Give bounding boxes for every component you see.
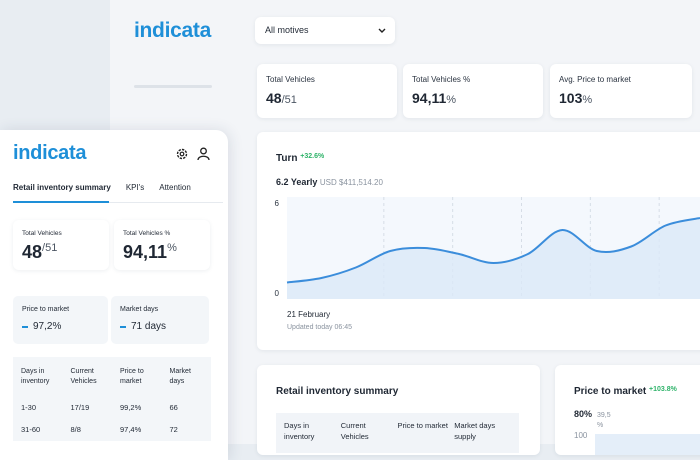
amount: USD $411,514.20 bbox=[319, 178, 383, 187]
updated: Updated today 06:45 bbox=[287, 324, 352, 331]
y-tick-label: 6 bbox=[275, 199, 280, 208]
stat-value: 97,2% bbox=[33, 321, 62, 332]
header-row: Days in inventory Current Vehicles Price t… bbox=[13, 357, 211, 397]
kpi-label: Total Vehicles % bbox=[412, 75, 471, 84]
sub-unit: % bbox=[597, 422, 604, 429]
settings-icon[interactable] bbox=[175, 147, 189, 161]
tab[interactable]: Retail inventory summary bbox=[13, 183, 111, 192]
turn-title: Turn +32.6% bbox=[276, 153, 324, 164]
kpi-card: Total Vehicles % 94,11% bbox=[403, 64, 543, 118]
tab-divider bbox=[13, 202, 223, 203]
kpi-label: Total Vehicles bbox=[22, 230, 62, 237]
stat-label: Price to market bbox=[22, 306, 70, 313]
column-header: Days in inventory bbox=[21, 368, 50, 385]
date: 21 February bbox=[287, 310, 331, 319]
kpi-label: Total Vehicles bbox=[266, 75, 315, 84]
dash bbox=[120, 326, 126, 328]
area bbox=[287, 218, 700, 299]
kpi-value: 48/51 bbox=[266, 90, 297, 106]
value: 48 bbox=[266, 90, 282, 106]
suffix: % bbox=[582, 94, 593, 106]
column-header: Days in inventory bbox=[284, 421, 315, 441]
price-axis: 100 bbox=[574, 431, 588, 440]
table-cell: 8/8 bbox=[70, 425, 81, 434]
suffix: % bbox=[446, 94, 457, 106]
kpi-value: 48/51 bbox=[22, 242, 57, 263]
stat-label: Market days bbox=[120, 306, 159, 313]
column-header: Market days bbox=[169, 368, 191, 385]
kpi-card: Total Vehicles 48/51 bbox=[13, 220, 109, 270]
table-cell: 31-60 bbox=[21, 425, 41, 434]
price-sub: 39,5% bbox=[597, 411, 611, 431]
table-cell: 72 bbox=[169, 425, 178, 434]
value: 103 bbox=[559, 90, 583, 106]
tabs: Retail inventory summary KPI's Attention bbox=[13, 183, 191, 192]
dropdown-label: All motives bbox=[265, 25, 309, 35]
table-row: 31-60 8/8 97,4% 72 bbox=[13, 419, 211, 441]
turn-chart: 06 bbox=[275, 197, 700, 299]
kpi-card: Total Vehicles % 94,11% bbox=[114, 220, 210, 270]
period: 6.2 Yearly USD $411,514.20 bbox=[276, 177, 383, 187]
mobile-app: indicata Retail inventory summary KPI's At… bbox=[0, 130, 228, 460]
logo: indicata bbox=[13, 142, 87, 164]
kpi-label: Avg. Price to market bbox=[559, 75, 631, 84]
table-cell: 66 bbox=[169, 403, 178, 412]
column-header: Current Vehicles bbox=[70, 368, 97, 385]
kpi-value: 103% bbox=[559, 90, 592, 106]
table-cell: 99,2% bbox=[120, 403, 142, 412]
value: 94,11 bbox=[123, 242, 168, 262]
kpi-card: Total Vehicles 48/51 bbox=[257, 64, 397, 118]
stat-value: 71 days bbox=[131, 321, 167, 332]
tab-indicator bbox=[13, 201, 109, 203]
title: Price to market bbox=[574, 386, 647, 397]
price-title: Price to market +103.8% bbox=[574, 386, 677, 397]
table-cell: 1-30 bbox=[21, 403, 37, 412]
column-header: Market days supply bbox=[454, 421, 496, 441]
summary-title: Retail inventory summary bbox=[276, 386, 399, 397]
price-value: 80% bbox=[574, 409, 593, 419]
logo: indicata bbox=[134, 19, 211, 42]
placeholder bbox=[134, 85, 212, 88]
dropdown[interactable]: All motives bbox=[255, 17, 395, 44]
stat-card: Market days 71 days bbox=[111, 296, 209, 344]
summary-header: Days in inventory Current Vehicles Price t… bbox=[276, 413, 519, 453]
table-cell: 17/19 bbox=[70, 403, 90, 412]
suffix: /51 bbox=[42, 242, 58, 254]
chevron bbox=[378, 28, 386, 33]
y-tick-label: 0 bbox=[275, 289, 280, 298]
stat-card: Price to market 97,2% bbox=[13, 296, 108, 344]
kpi-card: Avg. Price to market 103% bbox=[550, 64, 692, 118]
tab[interactable]: Attention bbox=[159, 183, 191, 192]
user-icon[interactable] bbox=[197, 147, 210, 161]
kpi-label: Total Vehicles % bbox=[123, 230, 171, 237]
turn-card: Turn +32.6% 6.2 Yearly USD $411,514.20 0… bbox=[257, 132, 700, 350]
table-row: 1-30 17/19 99,2% 66 bbox=[13, 397, 211, 419]
table-cell: 97,4% bbox=[120, 425, 142, 434]
column-header: Price to market bbox=[397, 421, 448, 430]
summary-card: Retail inventory summary Days in invento… bbox=[257, 365, 540, 455]
column-header: Current Vehicles bbox=[340, 421, 369, 441]
line bbox=[286, 217, 700, 284]
value: 48 bbox=[22, 242, 43, 262]
value: 94,11 bbox=[412, 90, 447, 106]
change: +32.6% bbox=[300, 153, 325, 160]
kpi-value: 94,11% bbox=[123, 242, 177, 263]
period-value: 6.2 Yearly bbox=[276, 177, 318, 187]
suffix: % bbox=[167, 242, 177, 254]
price-area bbox=[595, 434, 700, 455]
dash bbox=[22, 326, 28, 328]
change: +103.8% bbox=[649, 386, 677, 393]
title: Turn bbox=[276, 153, 298, 164]
price-card: Price to market +103.8% 80% 39,5% 100 bbox=[555, 365, 700, 455]
kpi-value: 94,11% bbox=[412, 90, 456, 106]
column-header: Price to market bbox=[120, 368, 144, 385]
inventory-table: Days in inventory Current Vehicles Price t… bbox=[13, 357, 211, 441]
sub: 39,5 bbox=[597, 412, 611, 419]
suffix: /51 bbox=[281, 94, 297, 106]
tab[interactable]: KPI's bbox=[125, 183, 145, 192]
